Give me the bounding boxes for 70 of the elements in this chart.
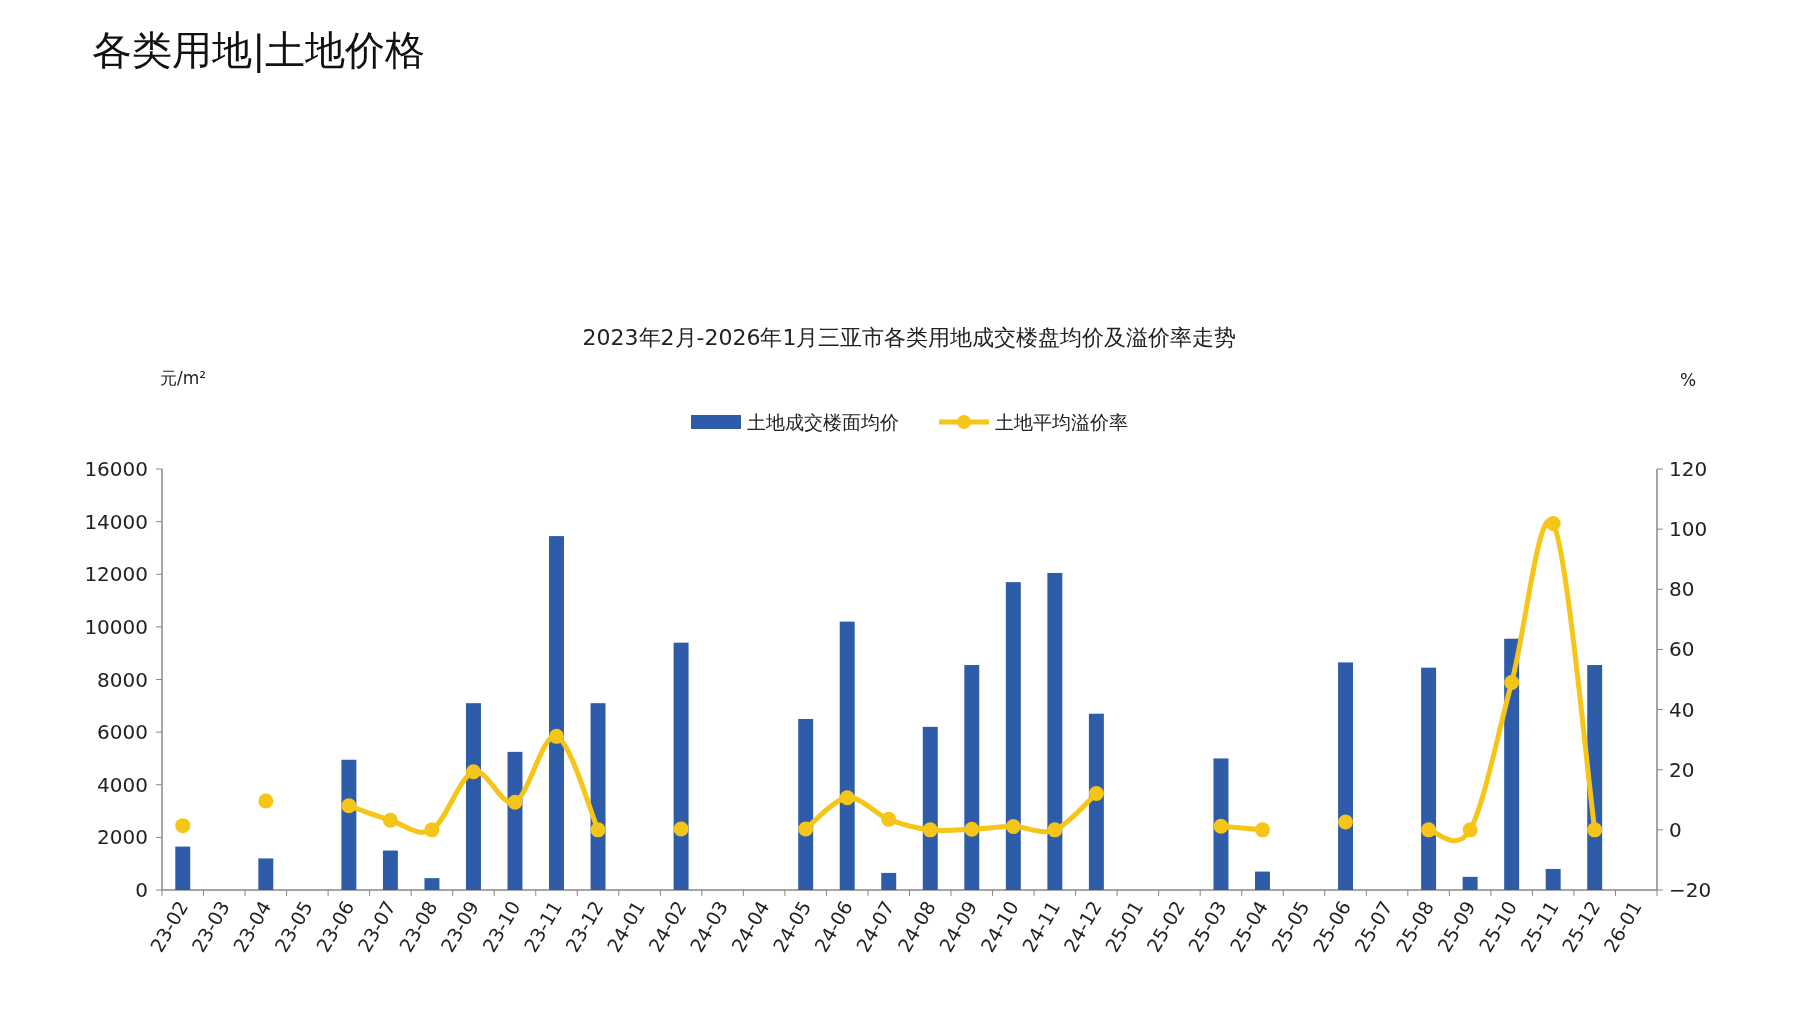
point [1005,819,1021,835]
point [1421,822,1437,838]
y-tick-label: 4000 [97,772,148,797]
bar [465,703,481,890]
bar [1462,876,1478,890]
point [1338,814,1354,830]
point [507,794,523,810]
point [1462,822,1478,838]
bar [1338,662,1354,890]
y-tick-label: 2000 [97,825,148,850]
y-tick-label: 6000 [97,720,148,745]
point [673,821,689,837]
bar [1047,572,1063,890]
y-tick-label: 8000 [97,667,148,692]
point [964,821,980,837]
bar [590,703,606,890]
point [424,822,440,838]
point [1088,785,1104,801]
y-tick-label: 12000 [84,562,148,587]
bar [1255,871,1270,890]
legend-label: 土地成交楼面均价 [747,411,899,433]
bar [258,858,274,890]
y2-tick-label: 60 [1669,637,1695,662]
y2-tick-label: 100 [1669,517,1708,542]
chart-title: 2023年2月-2026年1月三亚市各类用地成交楼盘均价及溢价率走势 [582,325,1237,350]
point [175,818,191,834]
point [258,793,274,809]
bar [922,726,938,890]
y2-tick-label: 120 [1669,457,1708,481]
y-tick-label: 0 [135,878,148,902]
bar [1545,868,1561,890]
point [1504,675,1520,691]
bar [424,878,440,890]
bar [175,846,191,890]
y-tick-label: 14000 [84,509,148,534]
legend-label: 土地平均溢价率 [995,411,1128,433]
bar [382,850,398,890]
point [798,821,814,837]
y-axis-title: 元/m² [160,368,207,388]
y2-tick-label: −20 [1669,878,1712,902]
bar [964,665,980,890]
y2-tick-label: 20 [1669,757,1695,782]
y2-tick-label: 80 [1669,577,1695,602]
bar [1421,667,1437,890]
y-tick-label: 16000 [84,457,148,481]
y2-tick-label: 40 [1669,697,1695,722]
bar [839,621,855,890]
point [465,764,481,780]
bar [881,872,897,890]
y2-tick-label: 0 [1669,817,1682,842]
point [839,790,855,806]
bar [1213,758,1229,890]
bar [1088,713,1104,890]
point [1587,822,1603,838]
point [382,812,398,828]
y-tick-label: 10000 [84,614,148,639]
point [1047,822,1063,838]
point [922,822,938,838]
bar [341,759,357,890]
point [590,822,606,838]
point [1545,515,1561,531]
bar [549,536,564,890]
point [341,798,357,814]
bar [1005,582,1021,890]
y2-axis-title: % [1679,370,1697,390]
bar [798,718,814,890]
bar [673,642,689,890]
text: 各类用地|土地价格 [92,27,426,73]
point [549,728,565,744]
point [881,811,897,827]
